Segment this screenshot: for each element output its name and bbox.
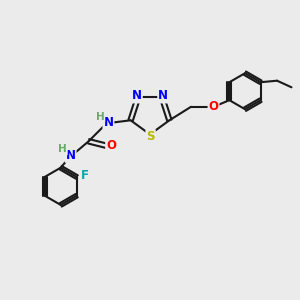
Text: N: N	[132, 89, 142, 103]
Text: F: F	[81, 169, 89, 182]
Text: N: N	[66, 149, 76, 162]
Text: S: S	[146, 130, 155, 143]
Text: H: H	[58, 144, 67, 154]
Text: N: N	[103, 116, 113, 129]
Text: N: N	[158, 89, 168, 103]
Text: O: O	[208, 100, 218, 113]
Text: O: O	[106, 139, 116, 152]
Text: H: H	[96, 112, 104, 122]
